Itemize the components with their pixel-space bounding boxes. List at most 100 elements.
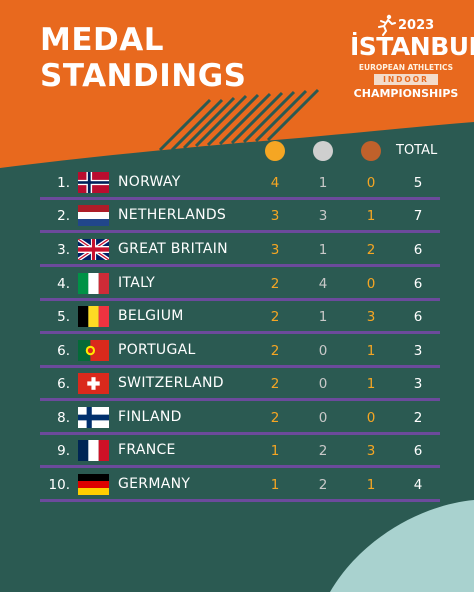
country-name: ITALY: [118, 275, 156, 291]
silver-count: 4: [318, 276, 328, 292]
row-divider: [40, 365, 440, 368]
logo-indoor-badge: INDOOR: [374, 74, 438, 85]
total-count: 6: [413, 276, 423, 292]
total-count: 3: [413, 376, 423, 392]
bronze-count: 0: [366, 410, 376, 426]
table-row: 1. NORWAY 4 1 0 5: [0, 166, 474, 199]
switzerland-flag: [78, 373, 109, 394]
country-name: GREAT BRITAIN: [118, 241, 228, 257]
bronze-count: 3: [366, 443, 376, 459]
gold-count: 1: [270, 477, 280, 493]
rank: 6.: [57, 376, 70, 392]
light-teal-corner: [330, 500, 474, 592]
country-name: NORWAY: [118, 174, 181, 190]
rank: 2.: [57, 208, 70, 224]
table-row: 3. GREAT BRITAIN 3 1 2 6: [0, 233, 474, 266]
table-row: 6. SWITZERLAND 2 0 1 3: [0, 367, 474, 400]
gold-count: 2: [270, 376, 280, 392]
netherlands-flag: [78, 205, 109, 226]
row-divider: [40, 298, 440, 301]
total-count: 2: [413, 410, 423, 426]
row-divider: [40, 432, 440, 435]
row-divider: [40, 331, 440, 334]
country-name: PORTUGAL: [118, 342, 196, 358]
silver-count: 1: [318, 175, 328, 191]
gold-count: 2: [270, 410, 280, 426]
rank: 3.: [57, 242, 70, 258]
great-britain-flag: [78, 239, 109, 260]
total-count: 6: [413, 443, 423, 459]
belgium-flag: [78, 306, 109, 327]
gold-medal-icon: [265, 141, 285, 161]
total-count: 4: [413, 477, 423, 493]
table-row: 6. PORTUGAL 2 0 1 3: [0, 334, 474, 367]
country-name: GERMANY: [118, 476, 191, 492]
diagonal-stripes: [158, 88, 320, 152]
gold-count: 3: [270, 242, 280, 258]
silver-count: 0: [318, 343, 328, 359]
country-name: FINLAND: [118, 409, 182, 425]
table-row: 5. BELGIUM 2 1 3 6: [0, 300, 474, 333]
logo-subtitle: EUROPEAN ATHLETICS: [358, 63, 454, 72]
bronze-count: 1: [366, 208, 376, 224]
rank: 10.: [48, 477, 70, 493]
bronze-count: 2: [366, 242, 376, 258]
rank: 9.: [57, 443, 70, 459]
total-count: 7: [413, 208, 423, 224]
table-row: 9. FRANCE 1 2 3 6: [0, 434, 474, 467]
finland-flag: [78, 407, 109, 428]
table-row: 10. GERMANY 1 2 1 4: [0, 468, 474, 501]
table-row: 8. FINLAND 2 0 0 2: [0, 401, 474, 434]
logo-city: İSTANBUL: [350, 32, 474, 61]
country-name: FRANCE: [118, 442, 176, 458]
italy-flag: [78, 273, 109, 294]
country-name: BELGIUM: [118, 308, 184, 324]
row-divider: [40, 499, 440, 502]
gold-count: 1: [270, 443, 280, 459]
page-title: MEDAL STANDINGS: [40, 22, 246, 94]
total-column-header: TOTAL: [396, 143, 438, 158]
gold-count: 3: [270, 208, 280, 224]
runner-icon: [378, 14, 396, 36]
silver-medal-icon: [313, 141, 333, 161]
gold-count: 4: [270, 175, 280, 191]
table-row: 2. NETHERLANDS 3 3 1 7: [0, 199, 474, 232]
table-row: 4. ITALY 2 4 0 6: [0, 267, 474, 300]
row-divider: [40, 197, 440, 200]
total-count: 6: [413, 242, 423, 258]
france-flag: [78, 440, 109, 461]
country-name: NETHERLANDS: [118, 207, 227, 223]
rank: 6.: [57, 343, 70, 359]
title-line-2: STANDINGS: [40, 58, 247, 94]
row-divider: [40, 264, 440, 267]
gold-count: 2: [270, 343, 280, 359]
silver-count: 0: [318, 410, 328, 426]
portugal-flag: [78, 340, 109, 361]
silver-count: 2: [318, 477, 328, 493]
row-divider: [40, 230, 440, 233]
rank: 5.: [57, 309, 70, 325]
bronze-count: 1: [366, 343, 376, 359]
bronze-count: 0: [366, 276, 376, 292]
total-count: 6: [413, 309, 423, 325]
bronze-count: 0: [366, 175, 376, 191]
row-divider: [40, 398, 440, 401]
germany-flag: [78, 474, 109, 495]
championships-logo: 2023 İSTANBUL EUROPEAN ATHLETICS INDOOR …: [340, 12, 474, 100]
silver-count: 1: [318, 309, 328, 325]
title-line-1: MEDAL: [40, 22, 165, 58]
orange-header-band: [0, 0, 474, 168]
bronze-count: 1: [366, 477, 376, 493]
total-count: 3: [413, 343, 423, 359]
bronze-medal-icon: [361, 141, 381, 161]
rank: 4.: [57, 276, 70, 292]
logo-year: 2023: [398, 18, 435, 33]
silver-count: 1: [318, 242, 328, 258]
total-count: 5: [413, 175, 423, 191]
silver-count: 0: [318, 376, 328, 392]
silver-count: 3: [318, 208, 328, 224]
row-divider: [40, 465, 440, 468]
gold-count: 2: [270, 276, 280, 292]
